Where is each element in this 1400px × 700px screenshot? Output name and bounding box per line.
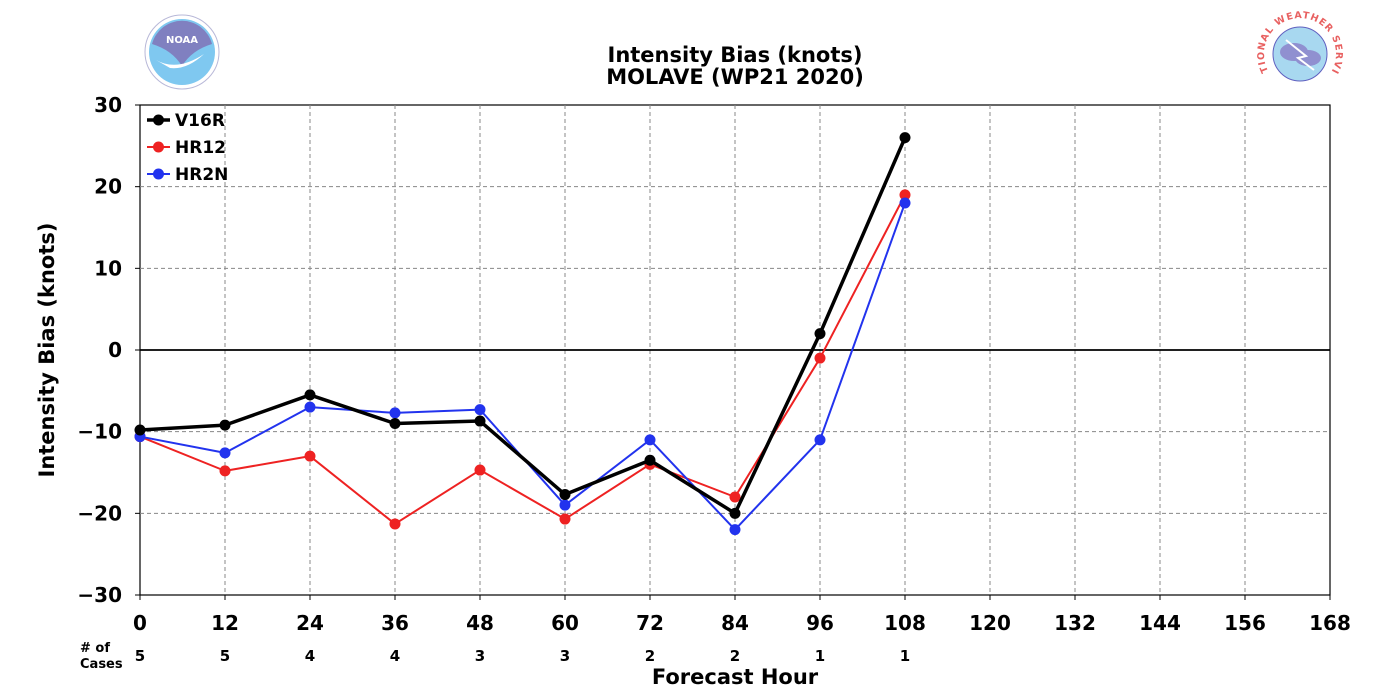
y-tick-label: −10 [77,420,122,444]
x-tick-label: 144 [1139,611,1181,635]
x-tick-label: 156 [1224,611,1266,635]
y-tick-label: −20 [77,501,122,525]
case-count: 2 [645,647,655,665]
data-point-v16r [304,389,316,401]
data-point-hr2n [814,434,826,446]
series-lines [134,132,911,536]
x-tick-label: 48 [466,611,494,635]
y-axis-ticks: −30 −20 −10 0 10 20 30 [77,93,140,607]
chart-title: Intensity Bias (knots) [608,43,863,67]
cases-header-line2: Cases [80,657,123,672]
case-count: 5 [220,647,230,665]
cases-header-line1: # of [80,641,110,656]
x-tick-label: 72 [636,611,664,635]
case-count: 3 [475,647,485,665]
x-tick-label: 84 [721,611,749,635]
noaa-logo: NOAA [144,14,220,90]
data-point-v16r [134,424,146,436]
x-tick-label: 36 [381,611,409,635]
x-axis-label: Forecast Hour [652,665,819,689]
data-point-v16r [389,418,401,429]
data-point-hr2n [729,524,741,536]
data-point-hr12 [559,513,571,525]
x-axis-ticks: 0 12 24 36 48 60 72 84 96 108 120 132 144 156 168 [133,595,1351,635]
x-tick-label: 0 [133,611,147,635]
x-tick-label: 12 [211,611,239,635]
data-point-hr2n [304,401,316,413]
data-point-hr12 [219,465,231,477]
data-point-hr2n [474,404,486,416]
legend-item-hr12: HR12 [147,138,226,158]
legend-label: HR2N [175,165,228,185]
y-tick-label: 30 [94,93,122,117]
y-tick-label: 20 [94,175,122,199]
legend-item-hr2n: HR2N [147,165,228,185]
data-point-hr2n [559,499,571,511]
nws-logo: NATIONAL WEATHER SERVICE [1256,10,1343,92]
data-point-hr2n [899,197,911,209]
series-v16r [134,132,911,519]
y-tick-label: 0 [108,338,122,362]
data-point-hr12 [474,464,486,476]
y-tick-label: −30 [77,583,122,607]
x-tick-label: 120 [969,611,1011,635]
data-point-v16r [899,132,911,144]
data-point-v16r [559,489,571,501]
data-point-hr12 [814,352,826,364]
legend-item-v16r: V16R [147,111,225,131]
legend: V16R HR12 HR2N [147,111,228,185]
data-point-v16r [644,454,656,466]
x-tick-label: 60 [551,611,579,635]
case-count: 4 [305,647,315,665]
data-point-v16r [219,419,231,431]
case-count: 2 [730,647,740,665]
case-count: 1 [900,647,910,665]
y-tick-label: 10 [94,256,122,280]
data-point-hr12 [304,450,316,462]
data-point-v16r [474,415,486,427]
data-point-hr2n [389,407,401,419]
chart-subtitle: MOLAVE (WP21 2020) [606,65,864,89]
x-tick-label: 108 [884,611,926,635]
legend-swatch-marker [153,114,164,126]
x-tick-label: 168 [1309,611,1351,635]
noaa-logo-text: NOAA [166,35,198,46]
data-point-hr12 [729,491,741,503]
x-tick-label: 132 [1054,611,1096,635]
legend-swatch-marker [153,141,164,153]
cases-row: 5 5 4 4 3 3 2 2 1 1 [135,647,910,665]
data-point-hr2n [644,434,656,446]
data-point-v16r [814,328,826,340]
legend-swatch-marker [153,168,164,180]
legend-label: HR12 [175,138,226,158]
case-count: 5 [135,647,145,665]
x-tick-label: 96 [806,611,834,635]
data-point-hr12 [389,518,401,530]
x-tick-label: 24 [296,611,324,635]
data-point-v16r [729,507,741,519]
data-point-hr2n [219,447,231,459]
y-axis-label: Intensity Bias (knots) [35,223,59,478]
legend-label: V16R [175,111,225,131]
series-line-v16r [139,136,907,516]
case-count: 3 [560,647,570,665]
case-count: 1 [815,647,825,665]
data-point-hr12 [899,189,911,201]
case-count: 4 [390,647,400,665]
